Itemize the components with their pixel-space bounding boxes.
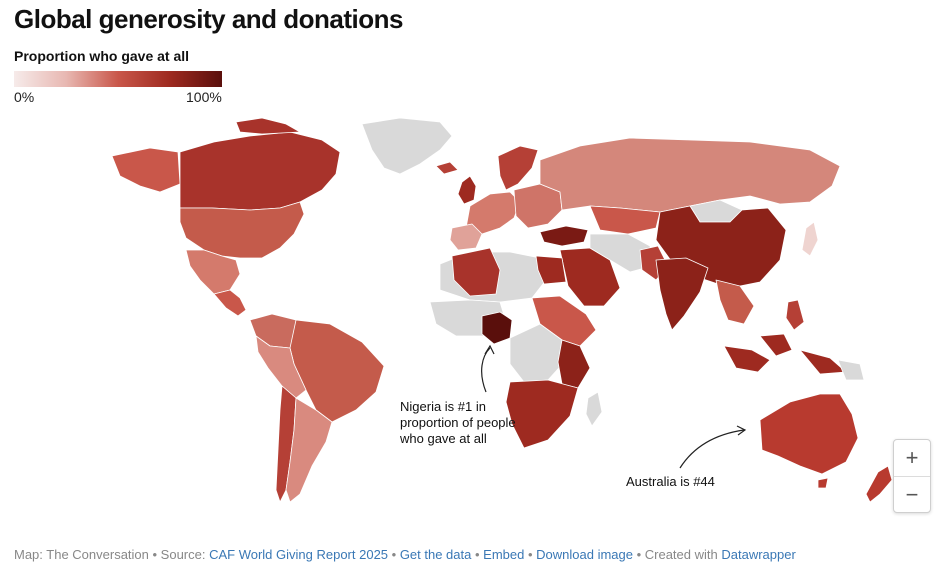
region-canada[interactable]: [179, 131, 341, 211]
legend-min-label: 0%: [14, 89, 35, 105]
region-iran[interactable]: [589, 233, 653, 273]
legend-color-scale: [14, 71, 222, 87]
region-australia[interactable]: [759, 393, 859, 475]
nigeria-annotation: Nigeria is #1 in proportion of people wh…: [400, 399, 516, 446]
region-tasmania[interactable]: [817, 477, 829, 489]
region-new-zealand[interactable]: [865, 465, 893, 503]
footer-created-with: • Created with: [632, 547, 722, 562]
australia-annotation: Australia is #44: [626, 474, 715, 489]
region-eastern-europe[interactable]: [513, 183, 563, 229]
footer-separator: •: [471, 547, 484, 562]
region-madagascar[interactable]: [585, 391, 603, 427]
region-southeast-asia[interactable]: [715, 279, 755, 325]
region-algeria[interactable]: [451, 247, 501, 297]
region-nigeria[interactable]: [481, 311, 513, 345]
region-kazakhstan[interactable]: [589, 205, 661, 235]
region-alaska[interactable]: [111, 147, 181, 193]
footer: Map: The Conversation • Source: CAF Worl…: [14, 547, 796, 562]
region-central-africa[interactable]: [509, 323, 567, 383]
region-philippines[interactable]: [785, 299, 805, 331]
region-central-america[interactable]: [213, 289, 247, 317]
region-peru-bolivia[interactable]: [255, 335, 307, 399]
region-united-kingdom[interactable]: [457, 175, 477, 205]
region-greenland[interactable]: [361, 117, 453, 175]
zoom-in-button[interactable]: +: [905, 445, 919, 470]
region-scandinavia[interactable]: [497, 145, 539, 191]
region-iberia[interactable]: [449, 223, 483, 251]
australia-arrow-head: [736, 425, 747, 436]
australia-annotation-arrow: [679, 429, 745, 469]
map-title: Global generosity and donations: [14, 4, 404, 34]
nigeria-annotation-arrow: [481, 347, 491, 393]
zoom-out-button[interactable]: −: [894, 476, 930, 513]
source-link[interactable]: CAF World Giving Report 2025: [209, 547, 389, 562]
datawrapper-link[interactable]: Datawrapper: [721, 547, 796, 562]
footer-separator: •: [524, 547, 537, 562]
region-papua[interactable]: [837, 359, 865, 381]
legend-title: Proportion who gave at all: [14, 48, 190, 64]
zoom-controls: + −: [893, 439, 931, 513]
legend-max-label: 100%: [186, 89, 222, 105]
region-egypt[interactable]: [535, 255, 567, 285]
region-india[interactable]: [655, 257, 709, 331]
region-indonesia[interactable]: [723, 333, 847, 375]
region-canada-islands[interactable]: [235, 117, 301, 135]
nigeria-arrow-head: [484, 344, 495, 355]
region-iceland[interactable]: [435, 161, 459, 175]
region-russia[interactable]: [539, 137, 841, 213]
region-southern-africa[interactable]: [505, 379, 579, 449]
world-map[interactable]: [0, 110, 934, 530]
get-data-link[interactable]: Get the data: [399, 547, 472, 562]
region-united-states[interactable]: [179, 201, 305, 259]
region-mexico[interactable]: [185, 249, 241, 295]
region-japan[interactable]: [801, 221, 819, 257]
region-turkey[interactable]: [539, 225, 589, 247]
download-image-link[interactable]: Download image: [536, 547, 633, 562]
region-kenya-tanzania[interactable]: [557, 339, 591, 389]
footer-credit: Map: The Conversation • Source:: [14, 547, 210, 562]
footer-separator: •: [388, 547, 400, 562]
region-argentina[interactable]: [285, 397, 333, 503]
embed-link[interactable]: Embed: [483, 547, 525, 562]
